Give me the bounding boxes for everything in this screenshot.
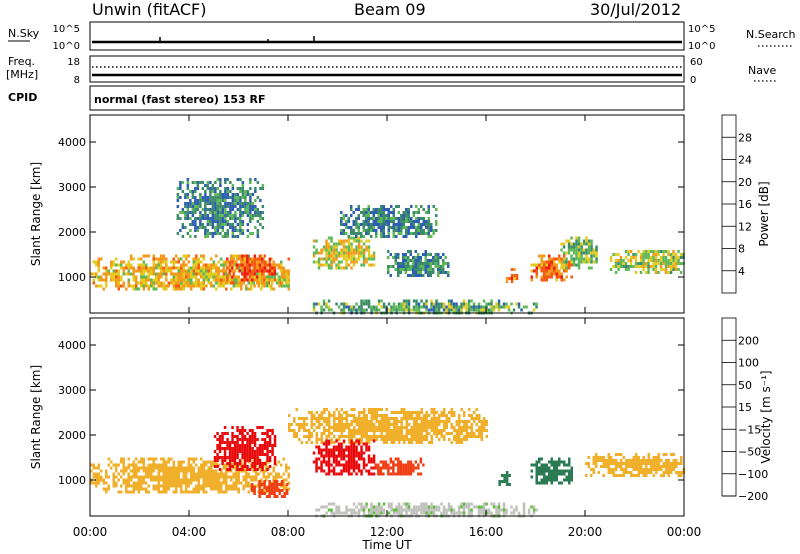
time-tick-label: 00:00 (73, 525, 108, 539)
time-tick-label: 00:00 (667, 525, 702, 539)
y-tick-label: 2000 (58, 429, 86, 442)
time-tick-label: 16:00 (469, 525, 504, 539)
velocity-region-8 (530, 457, 573, 485)
velocity-region-5 (312, 439, 376, 476)
power-region-10 (560, 236, 598, 270)
beam-title: Beam 09 (354, 0, 426, 19)
colorbar-tick-label: 4 (738, 265, 745, 278)
nsearch-label: N.Search (746, 28, 796, 41)
nsky-label: N.Sky (8, 27, 40, 40)
power-cbar-label: Power [dB] (757, 181, 771, 246)
colorbar-tick-label: 20 (738, 176, 752, 189)
nsky-frame (89, 21, 685, 51)
power-region-6 (340, 205, 438, 238)
velocity-data-layer (90, 408, 685, 518)
power-ylabel: Slant Range [km] (29, 162, 43, 266)
colorbar-tick-label: 12 (738, 220, 752, 233)
colorbar-tick-label: 200 (738, 334, 759, 347)
power-region-9 (530, 254, 573, 282)
time-tick-label: 12:00 (370, 525, 405, 539)
freq-label: Freq. (8, 55, 35, 68)
freq-unit: [MHz] (6, 68, 38, 81)
colorbar-tick-label: 16 (738, 198, 752, 211)
nsky-right-bottom: 10^0 (688, 41, 715, 52)
velocity-region-4 (288, 408, 488, 444)
power-region-7 (387, 250, 450, 277)
freq-strip: Freq. [MHz] 18 8 60 0 Nave (6, 55, 776, 86)
velocity-region-10 (315, 502, 538, 518)
cpid-frame (89, 85, 685, 111)
power-colorbar: 4 8 12 16 20 24 28 (721, 114, 752, 294)
colorbar-tick-label: −100 (738, 468, 768, 481)
power-region-5 (312, 236, 376, 270)
power-y-axis: 1000 2000 3000 4000 (58, 136, 684, 284)
nsky-left-bottom: 10^0 (53, 41, 80, 52)
colorbar-tick-label: −50 (738, 446, 761, 459)
y-tick-label: 1000 (58, 474, 86, 487)
power-panel: 1000 2000 3000 4000 Slant Range [km] 4 8 12 16… (29, 114, 771, 315)
power-region-8 (505, 268, 519, 283)
power-region-4 (253, 272, 289, 288)
y-tick-label: 3000 (58, 181, 86, 194)
time-tick-label: 04:00 (172, 525, 207, 539)
velocity-region-2 (213, 426, 277, 471)
nsky-right-top: 10^5 (688, 24, 715, 35)
velocity-x-ticks (89, 318, 685, 516)
time-tick-label: 20:00 (568, 525, 603, 539)
colorbar-tick-label: 100 (738, 357, 759, 370)
velocity-region-3 (250, 480, 289, 498)
power-region-2 (176, 178, 265, 238)
y-tick-label: 2000 (58, 226, 86, 239)
radar-title: Unwin (fitACF) (92, 0, 207, 19)
cpid-strip: CPID normal (fast stereo) 153 RF (8, 85, 685, 111)
power-region-3 (226, 254, 277, 282)
power-x-ticks (89, 115, 685, 313)
velocity-region-9 (585, 453, 685, 477)
colorbar-tick-label: −15 (738, 423, 761, 436)
nsky-strip: N.Sky 10^5 10^0 10^5 10^0 N.Search (8, 21, 796, 52)
y-tick-label: 3000 (58, 384, 86, 397)
cpid-value: normal (fast stereo) 153 RF (94, 93, 266, 106)
nave-label: Nave (748, 64, 776, 77)
freq-left-top: 18 (67, 57, 80, 68)
colorbar-tick-label: 15 (738, 401, 752, 414)
colorbar-tick-label: 8 (738, 243, 745, 256)
colorbar-tick-label: −200 (738, 490, 768, 503)
cpid-label: CPID (8, 91, 37, 104)
velocity-panel: 1000 2000 3000 4000 Slant Range [km] 200 100… (29, 317, 773, 518)
velocity-region-7 (498, 471, 511, 486)
freq-frame (89, 55, 685, 83)
y-tick-label: 1000 (58, 271, 86, 284)
y-tick-label: 4000 (58, 136, 86, 149)
time-axis-title: Time UT (361, 538, 412, 552)
colorbar-tick-label: 24 (738, 154, 752, 167)
freq-left-bottom: 8 (74, 75, 80, 86)
velocity-region-6 (374, 457, 425, 476)
freq-right-top: 60 (690, 57, 703, 68)
velocity-y-axis: 1000 2000 3000 4000 (58, 339, 684, 487)
nsky-left-top: 10^5 (53, 24, 80, 35)
velocity-ylabel: Slant Range [km] (29, 365, 43, 469)
freq-right-bottom: 0 (690, 75, 696, 86)
date-title: 30/Jul/2012 (590, 0, 682, 19)
power-data-layer (90, 178, 685, 315)
colorbar-tick-label: 50 (738, 379, 752, 392)
power-region-11 (609, 250, 685, 274)
velocity-colorbar: 200 100 50 15 −15 −50 −100 −200 (721, 317, 768, 503)
y-tick-label: 4000 (58, 339, 86, 352)
time-tick-label: 08:00 (271, 525, 306, 539)
time-axis-labels: 00:00 04:00 08:00 12:00 16:00 20:00 00:00 (73, 525, 702, 539)
power-region-12 (312, 299, 538, 315)
velocity-cbar-label: Velocity [m s⁻¹] (759, 370, 773, 463)
colorbar-tick-label: 28 (738, 131, 752, 144)
power-region-1 (90, 254, 290, 291)
